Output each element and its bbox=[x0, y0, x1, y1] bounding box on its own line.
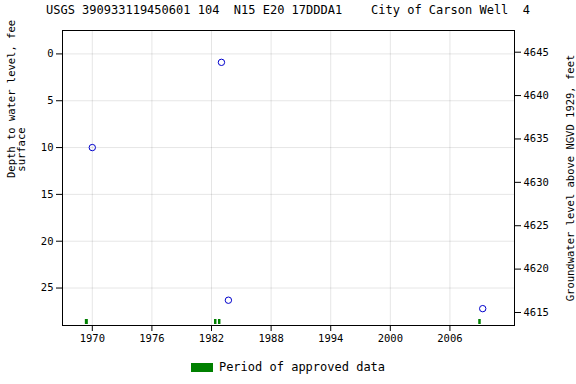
svg-text:Groundwater level above NGVD 1: Groundwater level above NGVD 1929, feet bbox=[564, 55, 576, 302]
svg-text:4625: 4625 bbox=[524, 219, 549, 231]
svg-text:4645: 4645 bbox=[524, 46, 549, 58]
svg-text:15: 15 bbox=[41, 188, 54, 200]
svg-text:0: 0 bbox=[47, 47, 53, 59]
svg-text:4620: 4620 bbox=[524, 262, 549, 274]
svg-text:1994: 1994 bbox=[318, 332, 343, 344]
svg-text:4635: 4635 bbox=[524, 132, 549, 144]
svg-text:4630: 4630 bbox=[524, 176, 549, 188]
svg-text:2006: 2006 bbox=[437, 332, 462, 344]
svg-text:2000: 2000 bbox=[378, 332, 403, 344]
svg-text:5: 5 bbox=[47, 94, 53, 106]
svg-text:20: 20 bbox=[41, 235, 54, 247]
svg-text:1970: 1970 bbox=[80, 332, 105, 344]
svg-text:1976: 1976 bbox=[139, 332, 164, 344]
html-text:USGS 390933119450601 104 N15 E: USGS 390933119450601 104 N15 E20 17DDDA1… bbox=[46, 3, 530, 17]
svg-text:4615: 4615 bbox=[524, 306, 549, 318]
svg-text:1982: 1982 bbox=[199, 332, 224, 344]
html-text:Period of approved data: Period of approved data bbox=[218, 360, 386, 374]
svg-text:Depth to water level, feet bel: Depth to water level, feet below land su… bbox=[5, 20, 28, 178]
svg-text:1988: 1988 bbox=[258, 332, 283, 344]
svg-text:10: 10 bbox=[41, 141, 54, 153]
svg-text:25: 25 bbox=[41, 281, 54, 293]
svg-text:4640: 4640 bbox=[524, 89, 549, 101]
